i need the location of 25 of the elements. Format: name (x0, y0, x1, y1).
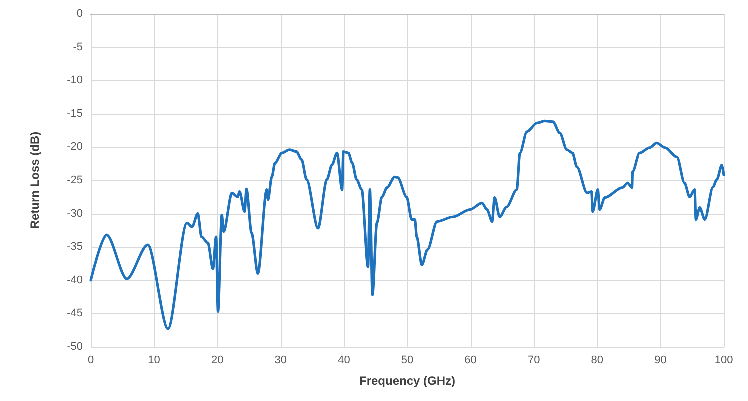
x-tick-label: 40 (338, 354, 350, 366)
x-tick-label: 90 (654, 354, 667, 366)
y-axis-title: Return Loss (dB) (28, 132, 42, 230)
x-tick-label: 50 (401, 354, 414, 366)
x-tick-label: 60 (464, 354, 477, 366)
y-tick-label: -20 (67, 141, 83, 154)
y-tick-label: -30 (67, 208, 83, 220)
line-series (90, 120, 726, 330)
y-tick-label: -10 (67, 74, 83, 87)
y-tick-label: -40 (67, 274, 83, 286)
x-tick-label: 100 (714, 354, 734, 366)
y-tick-label: -35 (67, 241, 83, 254)
y-tick-label: -45 (67, 308, 83, 320)
x-tick-label: 20 (211, 354, 224, 366)
x-tick-label: 70 (528, 354, 540, 366)
x-axis-title: Frequency (GHz) (359, 374, 456, 388)
x-tick-label: 80 (591, 354, 604, 366)
y-tick-label: -5 (73, 41, 83, 54)
y-tick-label: -25 (67, 174, 83, 186)
y-tick-label: 0 (76, 8, 83, 20)
y-tick-label: -50 (67, 341, 83, 353)
x-tick-label: 30 (274, 354, 288, 366)
x-tick-label: 10 (148, 354, 160, 366)
y-tick-label: -15 (67, 108, 83, 120)
x-tick-label: 0 (88, 354, 94, 366)
